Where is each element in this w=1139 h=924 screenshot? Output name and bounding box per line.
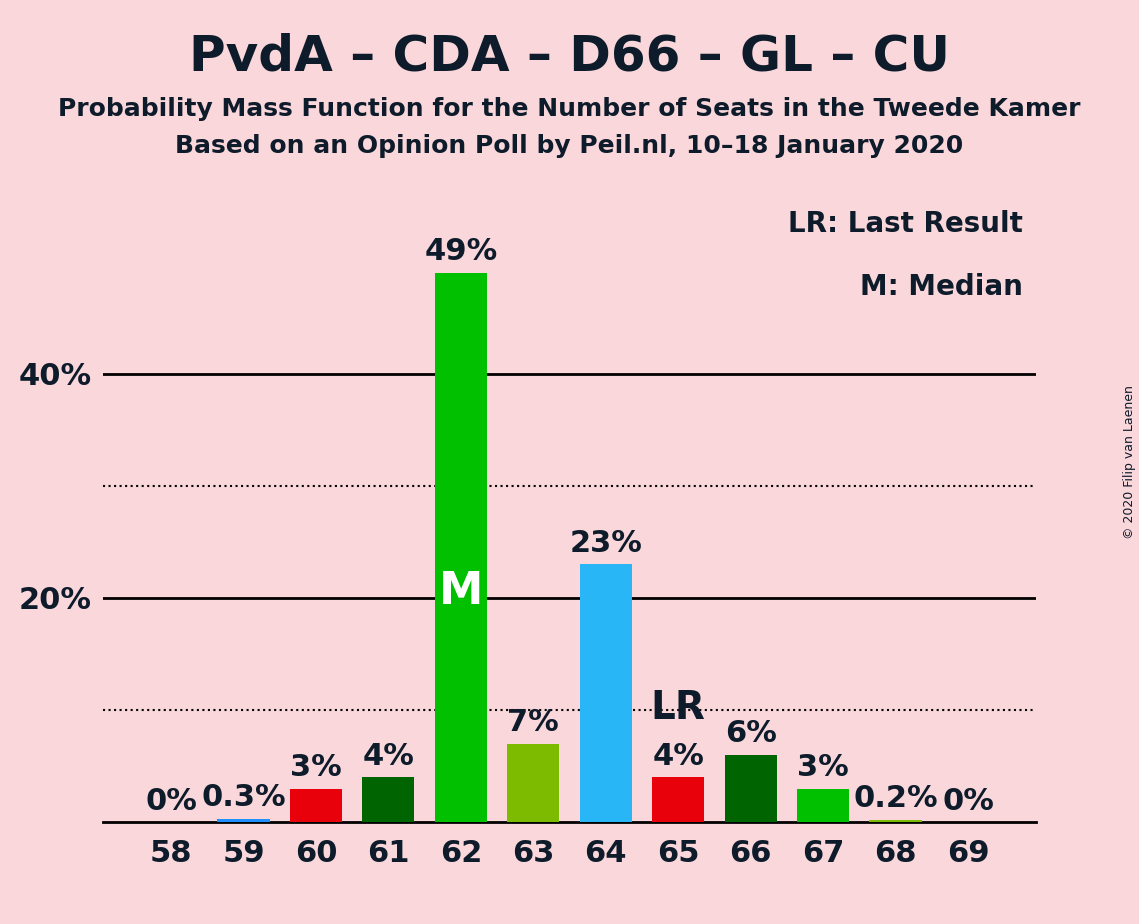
Text: Based on an Opinion Poll by Peil.nl, 10–18 January 2020: Based on an Opinion Poll by Peil.nl, 10–… [175, 134, 964, 158]
Bar [362, 777, 415, 822]
Text: 4%: 4% [362, 742, 415, 771]
Bar [797, 789, 850, 822]
Text: 0%: 0% [942, 786, 994, 816]
Text: 4%: 4% [653, 742, 704, 771]
Text: 0%: 0% [145, 786, 197, 816]
Text: PvdA – CDA – D66 – GL – CU: PvdA – CDA – D66 – GL – CU [189, 32, 950, 80]
Text: LR: LR [650, 689, 705, 727]
Text: 49%: 49% [424, 237, 498, 266]
Text: 0.3%: 0.3% [202, 784, 286, 812]
Text: LR: Last Result: LR: Last Result [787, 210, 1023, 237]
Text: 0.2%: 0.2% [853, 784, 937, 813]
Bar [435, 273, 486, 822]
Text: M: M [439, 570, 483, 613]
Text: M: Median: M: Median [860, 273, 1023, 300]
Text: 23%: 23% [570, 529, 642, 557]
Bar [653, 777, 704, 822]
Text: 3%: 3% [797, 753, 849, 782]
Text: 7%: 7% [507, 708, 559, 737]
Text: 6%: 6% [724, 719, 777, 748]
Bar [724, 755, 777, 822]
Bar [218, 819, 270, 822]
Text: © 2020 Filip van Laenen: © 2020 Filip van Laenen [1123, 385, 1137, 539]
Bar [580, 565, 632, 822]
Text: Probability Mass Function for the Number of Seats in the Tweede Kamer: Probability Mass Function for the Number… [58, 97, 1081, 121]
Text: 3%: 3% [290, 753, 342, 782]
Bar [507, 744, 559, 822]
Bar [869, 821, 921, 822]
Bar [289, 789, 342, 822]
